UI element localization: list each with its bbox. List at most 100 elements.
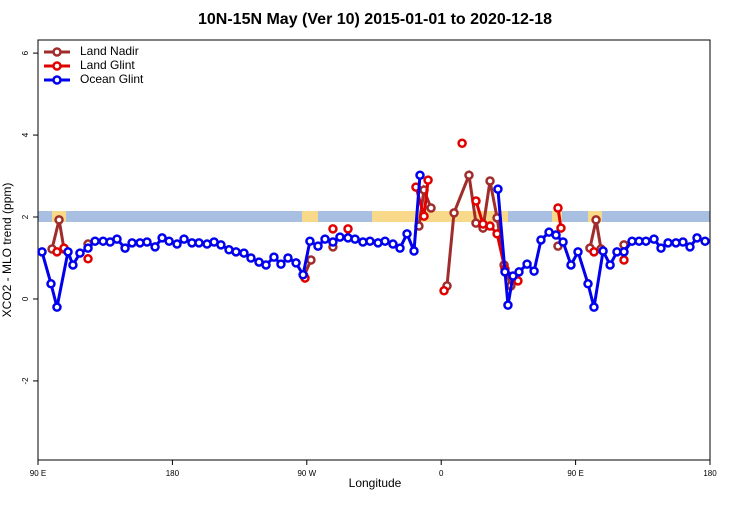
point bbox=[678, 237, 688, 247]
point bbox=[619, 255, 629, 265]
point bbox=[553, 203, 563, 213]
point bbox=[120, 243, 130, 253]
legend-marker bbox=[52, 75, 62, 85]
point bbox=[343, 224, 353, 234]
point bbox=[172, 239, 182, 249]
y-tick-label: 2 bbox=[21, 214, 30, 219]
point bbox=[157, 233, 167, 243]
y-tick-label: -2 bbox=[21, 377, 30, 385]
point bbox=[619, 247, 629, 257]
point bbox=[656, 243, 666, 253]
point bbox=[409, 246, 419, 256]
point bbox=[112, 234, 122, 244]
point bbox=[415, 170, 425, 180]
point bbox=[194, 238, 204, 248]
y-tick-label: 6 bbox=[21, 50, 30, 55]
point bbox=[75, 248, 85, 258]
point bbox=[573, 247, 583, 257]
y-axis-label: XCO2 - MLO trend (ppm) bbox=[0, 183, 14, 318]
point bbox=[52, 302, 62, 312]
point bbox=[37, 247, 47, 257]
chart-title: 10N-15N May (Ver 10) 2015-01-01 to 2020-… bbox=[198, 11, 552, 28]
point bbox=[419, 211, 429, 221]
point bbox=[663, 238, 673, 248]
point bbox=[426, 203, 436, 213]
point bbox=[598, 246, 608, 256]
point bbox=[485, 176, 495, 186]
point bbox=[402, 229, 412, 239]
point bbox=[457, 138, 467, 149]
y-tick-label: 4 bbox=[21, 132, 30, 137]
point bbox=[464, 170, 474, 180]
point bbox=[83, 243, 93, 253]
point bbox=[54, 215, 64, 225]
point bbox=[276, 259, 286, 269]
legend-label: Land Nadir bbox=[80, 44, 139, 58]
point bbox=[150, 242, 160, 252]
point bbox=[283, 253, 293, 263]
point bbox=[313, 241, 323, 251]
point bbox=[291, 258, 301, 268]
x-tick-label: 90 W bbox=[297, 469, 316, 478]
point bbox=[485, 221, 495, 231]
point bbox=[142, 237, 152, 247]
point bbox=[231, 247, 241, 257]
point bbox=[514, 267, 524, 277]
x-tick-label: 0 bbox=[439, 469, 444, 478]
point bbox=[522, 259, 532, 269]
point bbox=[556, 223, 566, 233]
y-tick-label: 0 bbox=[21, 296, 30, 301]
point bbox=[471, 196, 481, 206]
point bbox=[551, 230, 561, 240]
point bbox=[365, 236, 375, 246]
point bbox=[439, 286, 449, 296]
point bbox=[492, 229, 502, 239]
point bbox=[508, 271, 518, 281]
point bbox=[246, 253, 256, 263]
point bbox=[503, 300, 513, 310]
point bbox=[583, 279, 593, 289]
point bbox=[63, 247, 73, 257]
x-tick-label: 90 E bbox=[567, 469, 583, 478]
point bbox=[700, 236, 710, 246]
point bbox=[536, 235, 546, 245]
point bbox=[692, 233, 702, 243]
point bbox=[83, 254, 93, 264]
point bbox=[589, 302, 599, 312]
x-tick-label: 90 E bbox=[30, 469, 46, 478]
point bbox=[449, 208, 459, 218]
point bbox=[306, 255, 316, 265]
point bbox=[328, 224, 338, 234]
point bbox=[500, 267, 510, 277]
point bbox=[493, 184, 503, 194]
point bbox=[605, 260, 615, 270]
x-axis-label: Longitude bbox=[349, 476, 402, 490]
point bbox=[179, 234, 189, 244]
point bbox=[320, 234, 330, 244]
x-tick-label: 180 bbox=[166, 469, 180, 478]
point bbox=[127, 238, 137, 248]
point bbox=[46, 279, 56, 289]
point bbox=[388, 239, 398, 249]
point bbox=[52, 247, 62, 257]
series-line bbox=[57, 180, 624, 281]
point bbox=[335, 232, 345, 242]
point bbox=[269, 252, 279, 262]
point bbox=[328, 237, 338, 247]
point bbox=[164, 236, 174, 246]
legend-marker bbox=[52, 61, 62, 71]
point bbox=[298, 270, 308, 280]
point bbox=[68, 260, 78, 270]
point bbox=[641, 236, 651, 246]
point bbox=[395, 243, 405, 253]
legend-marker bbox=[52, 47, 62, 57]
point bbox=[529, 266, 539, 276]
point bbox=[649, 234, 659, 244]
point bbox=[305, 236, 315, 246]
point bbox=[685, 242, 695, 252]
point bbox=[566, 260, 576, 270]
legend-label: Land Glint bbox=[80, 58, 135, 72]
point bbox=[380, 236, 390, 246]
point bbox=[423, 175, 433, 185]
